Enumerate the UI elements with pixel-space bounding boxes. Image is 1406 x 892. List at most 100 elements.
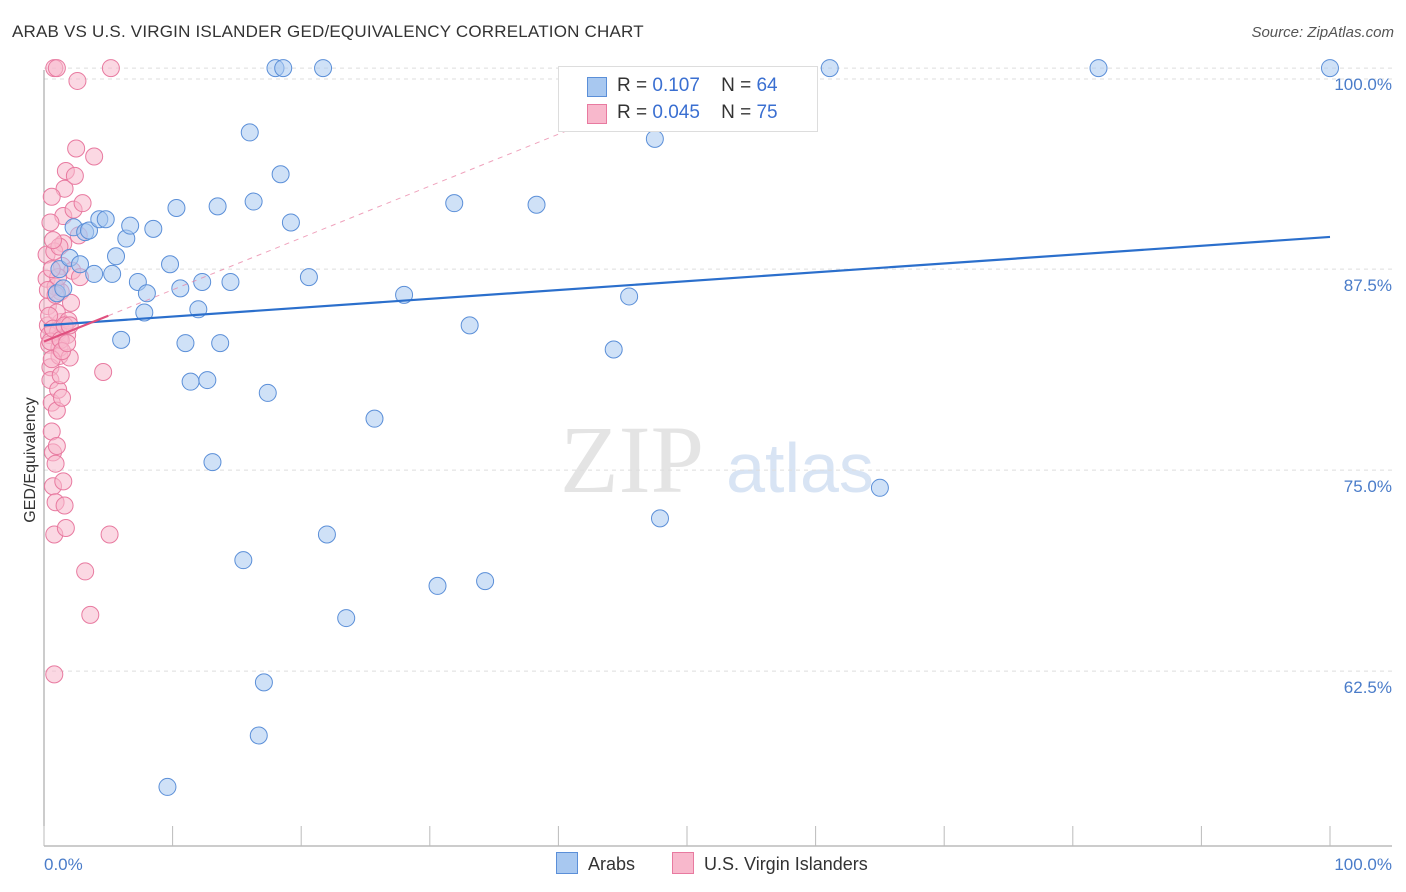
arab-point <box>870 478 889 497</box>
trend-lines <box>43 107 1331 343</box>
arab-point <box>645 129 664 148</box>
bottom-vi-swatch <box>672 852 694 874</box>
vi-trend-line <box>43 314 109 343</box>
arab-point <box>258 383 277 402</box>
x-tick-label-max: 100.0% <box>1334 855 1392 874</box>
watermark-zip: ZIP <box>560 406 704 513</box>
vi-point <box>68 71 87 90</box>
arab-point <box>167 198 186 217</box>
arab-point <box>1321 59 1339 78</box>
arab-point <box>317 525 336 544</box>
arab-point <box>604 340 623 359</box>
arab-point <box>193 272 212 291</box>
arabs-r-label: R = <box>617 75 648 96</box>
arab-point <box>460 316 479 335</box>
vi-point <box>85 147 104 166</box>
arab-point <box>476 572 495 591</box>
y-tick-label: 100.0% <box>1334 75 1392 94</box>
axes <box>43 70 1392 847</box>
vi-r-label: R = <box>617 102 648 123</box>
source-label: Source: ZipAtlas.com <box>1251 24 1394 41</box>
vi-point <box>100 525 119 544</box>
vi-point <box>45 665 64 684</box>
arab-point <box>299 268 318 287</box>
arabs-n-value: 64 <box>756 75 778 96</box>
arab-point <box>176 334 195 353</box>
vi-point <box>46 454 65 473</box>
arabs-r-value: 0.107 <box>652 75 700 96</box>
arab-point <box>96 210 115 229</box>
vi-point <box>101 59 120 78</box>
arab-point <box>527 195 546 214</box>
y-tick-label: 87.5% <box>1344 276 1392 295</box>
arab-point <box>85 264 104 283</box>
watermark: ZIP atlas <box>560 406 874 513</box>
vi-point <box>94 363 113 382</box>
arab-point <box>244 192 263 211</box>
vi-n-label: N = <box>721 102 752 123</box>
arab-point <box>137 284 156 303</box>
arab-point <box>234 551 253 570</box>
arab-point <box>249 726 268 745</box>
arab-point <box>274 59 293 78</box>
arab-point <box>254 673 273 692</box>
chart-title: ARAB VS U.S. VIRGIN ISLANDER GED/EQUIVAL… <box>12 22 644 41</box>
vi-point <box>62 293 81 312</box>
bottom-arabs-swatch <box>556 852 578 874</box>
bottom-legend-arabs: Arabs <box>556 852 635 875</box>
vi-point <box>81 605 100 624</box>
arab-point <box>54 279 73 298</box>
y-tick-labels: 62.5% 75.0% 87.5% 100.0% <box>1334 75 1392 697</box>
vi-point <box>47 437 66 455</box>
vi-point <box>65 166 84 185</box>
vi-swatch <box>587 104 607 124</box>
arab-point <box>171 279 190 298</box>
arab-point <box>181 372 200 391</box>
arab-point <box>50 260 69 279</box>
arab-point <box>445 194 464 213</box>
arab-point <box>208 197 227 216</box>
arab-point <box>650 509 669 528</box>
arab-point <box>203 453 222 472</box>
vi-point <box>73 194 92 213</box>
vi-points <box>37 59 120 684</box>
arab-point <box>1089 59 1108 78</box>
vi-point <box>54 472 73 491</box>
watermark-atlas: atlas <box>726 429 874 507</box>
bottom-vi-label: U.S. Virgin Islanders <box>704 854 868 874</box>
arab-point <box>211 334 230 353</box>
arab-point <box>198 371 217 390</box>
vi-point <box>42 187 61 206</box>
arab-trend-line <box>43 235 1331 327</box>
arab-point <box>112 330 131 349</box>
vi-point <box>47 59 66 78</box>
vi-point <box>56 519 75 538</box>
arab-point <box>314 59 333 78</box>
arab-point <box>80 221 99 240</box>
y-axis-title: GED/Equivalency <box>22 397 39 522</box>
arab-point <box>121 216 140 235</box>
stats-legend: R = 0.107 N = 64 R = 0.045 N = 75 <box>558 66 818 132</box>
arab-point <box>135 303 154 322</box>
vi-r-value: 0.045 <box>652 102 700 123</box>
arab-point <box>271 165 290 184</box>
vi-point <box>76 562 95 581</box>
arab-point <box>221 272 240 291</box>
vi-n-value: 75 <box>756 102 778 123</box>
bottom-arabs-label: Arabs <box>588 854 636 874</box>
vi-point <box>53 388 72 407</box>
gridlines <box>44 67 1392 672</box>
vi-trend-extension <box>108 107 623 317</box>
vi-point <box>55 496 74 515</box>
arab-point <box>820 59 839 78</box>
arab-point <box>240 123 259 142</box>
arab-point <box>107 247 126 266</box>
vi-point <box>44 231 63 250</box>
x-tick-labels: 0.0% 100.0% <box>44 855 1392 874</box>
arab-point <box>395 285 414 304</box>
arab-point <box>337 609 356 628</box>
bottom-legend-vi: U.S. Virgin Islanders <box>672 852 868 875</box>
y-tick-label: 75.0% <box>1344 477 1392 496</box>
arab-points <box>47 59 1339 796</box>
